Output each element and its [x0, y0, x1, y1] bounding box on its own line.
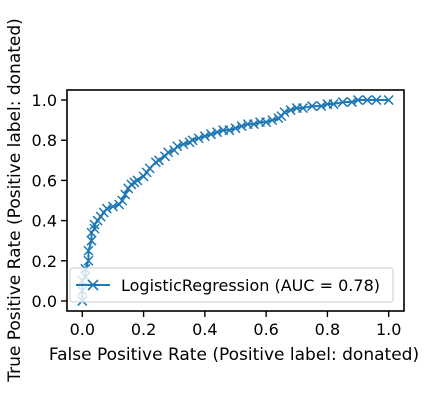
roc-point-marker — [224, 125, 235, 136]
y-tick-label: 0.2 — [32, 252, 57, 271]
y-tick-label: 0.6 — [32, 171, 57, 190]
roc-point-marker — [383, 95, 394, 106]
roc-point-marker — [353, 95, 364, 106]
x-axis-label: False Positive Rate (Positive label: don… — [49, 345, 419, 365]
roc-point-marker — [193, 133, 204, 144]
roc-point-marker — [172, 141, 183, 152]
roc-point-marker — [297, 103, 308, 114]
roc-point-marker — [337, 97, 348, 108]
roc-point-marker — [83, 245, 94, 256]
roc-point-marker — [362, 95, 373, 106]
roc-point-marker — [178, 139, 189, 150]
roc-point-marker — [117, 195, 128, 206]
roc-point-marker — [371, 95, 382, 106]
y-tick-label: 0.4 — [32, 212, 57, 231]
roc-point-marker — [316, 101, 327, 112]
axes-frame — [66, 89, 405, 312]
x-axis-ticks: 0.0 0.2 0.4 0.6 0.8 1.0 — [70, 311, 401, 339]
roc-point-marker — [163, 147, 174, 158]
roc-point-marker — [107, 201, 118, 212]
roc-point-marker — [328, 99, 339, 110]
x-tick-label: 0.2 — [131, 320, 156, 339]
legend-box — [69, 267, 394, 303]
roc-point-marker — [132, 175, 143, 186]
roc-point-marker — [89, 223, 100, 234]
roc-point-marker — [83, 255, 94, 266]
y-axis-label: True Positive Rate (Positive label: dona… — [5, 18, 25, 383]
y-tick-label: 0.0 — [32, 292, 57, 311]
roc-point-marker — [248, 119, 259, 130]
roc-point-marker — [120, 189, 131, 200]
data-layer — [77, 95, 394, 306]
y-axis-ticks: 0.0 0.2 0.4 0.6 0.8 1.0 — [32, 91, 67, 311]
roc-point-marker — [86, 235, 97, 246]
roc-point-marker — [212, 127, 223, 138]
legend-x-marker-icon — [87, 279, 99, 291]
roc-point-marker — [285, 105, 296, 116]
legend: LogisticRegression (AUC = 0.78) — [69, 267, 394, 303]
x-tick-label: 0.6 — [253, 320, 278, 339]
roc-point-marker — [153, 155, 164, 166]
y-tick-label: 0.8 — [32, 131, 57, 150]
x-tick-label: 0.8 — [315, 320, 340, 339]
roc-point-marker — [307, 101, 318, 112]
roc-point-marker — [199, 131, 210, 142]
roc-point-marker — [267, 115, 278, 126]
roc-point-marker — [205, 129, 217, 140]
x-tick-label: 0.4 — [192, 320, 217, 339]
legend-marker-cross — [87, 279, 99, 291]
roc-point-marker — [279, 107, 290, 118]
roc-point-marker — [261, 117, 272, 128]
y-tick-label: 1.0 — [32, 91, 57, 110]
roc-point-marker — [101, 203, 112, 214]
roc-point-marker — [236, 121, 247, 132]
x-tick-label: 1.0 — [376, 320, 401, 339]
roc-point-marker — [187, 135, 198, 146]
plot-area — [66, 89, 405, 312]
x-tick-label: 0.0 — [70, 320, 95, 339]
roc-point-marker — [230, 123, 241, 134]
roc-point-marker — [346, 97, 357, 108]
legend-entry-label: LogisticRegression (AUC = 0.78) — [121, 276, 380, 295]
